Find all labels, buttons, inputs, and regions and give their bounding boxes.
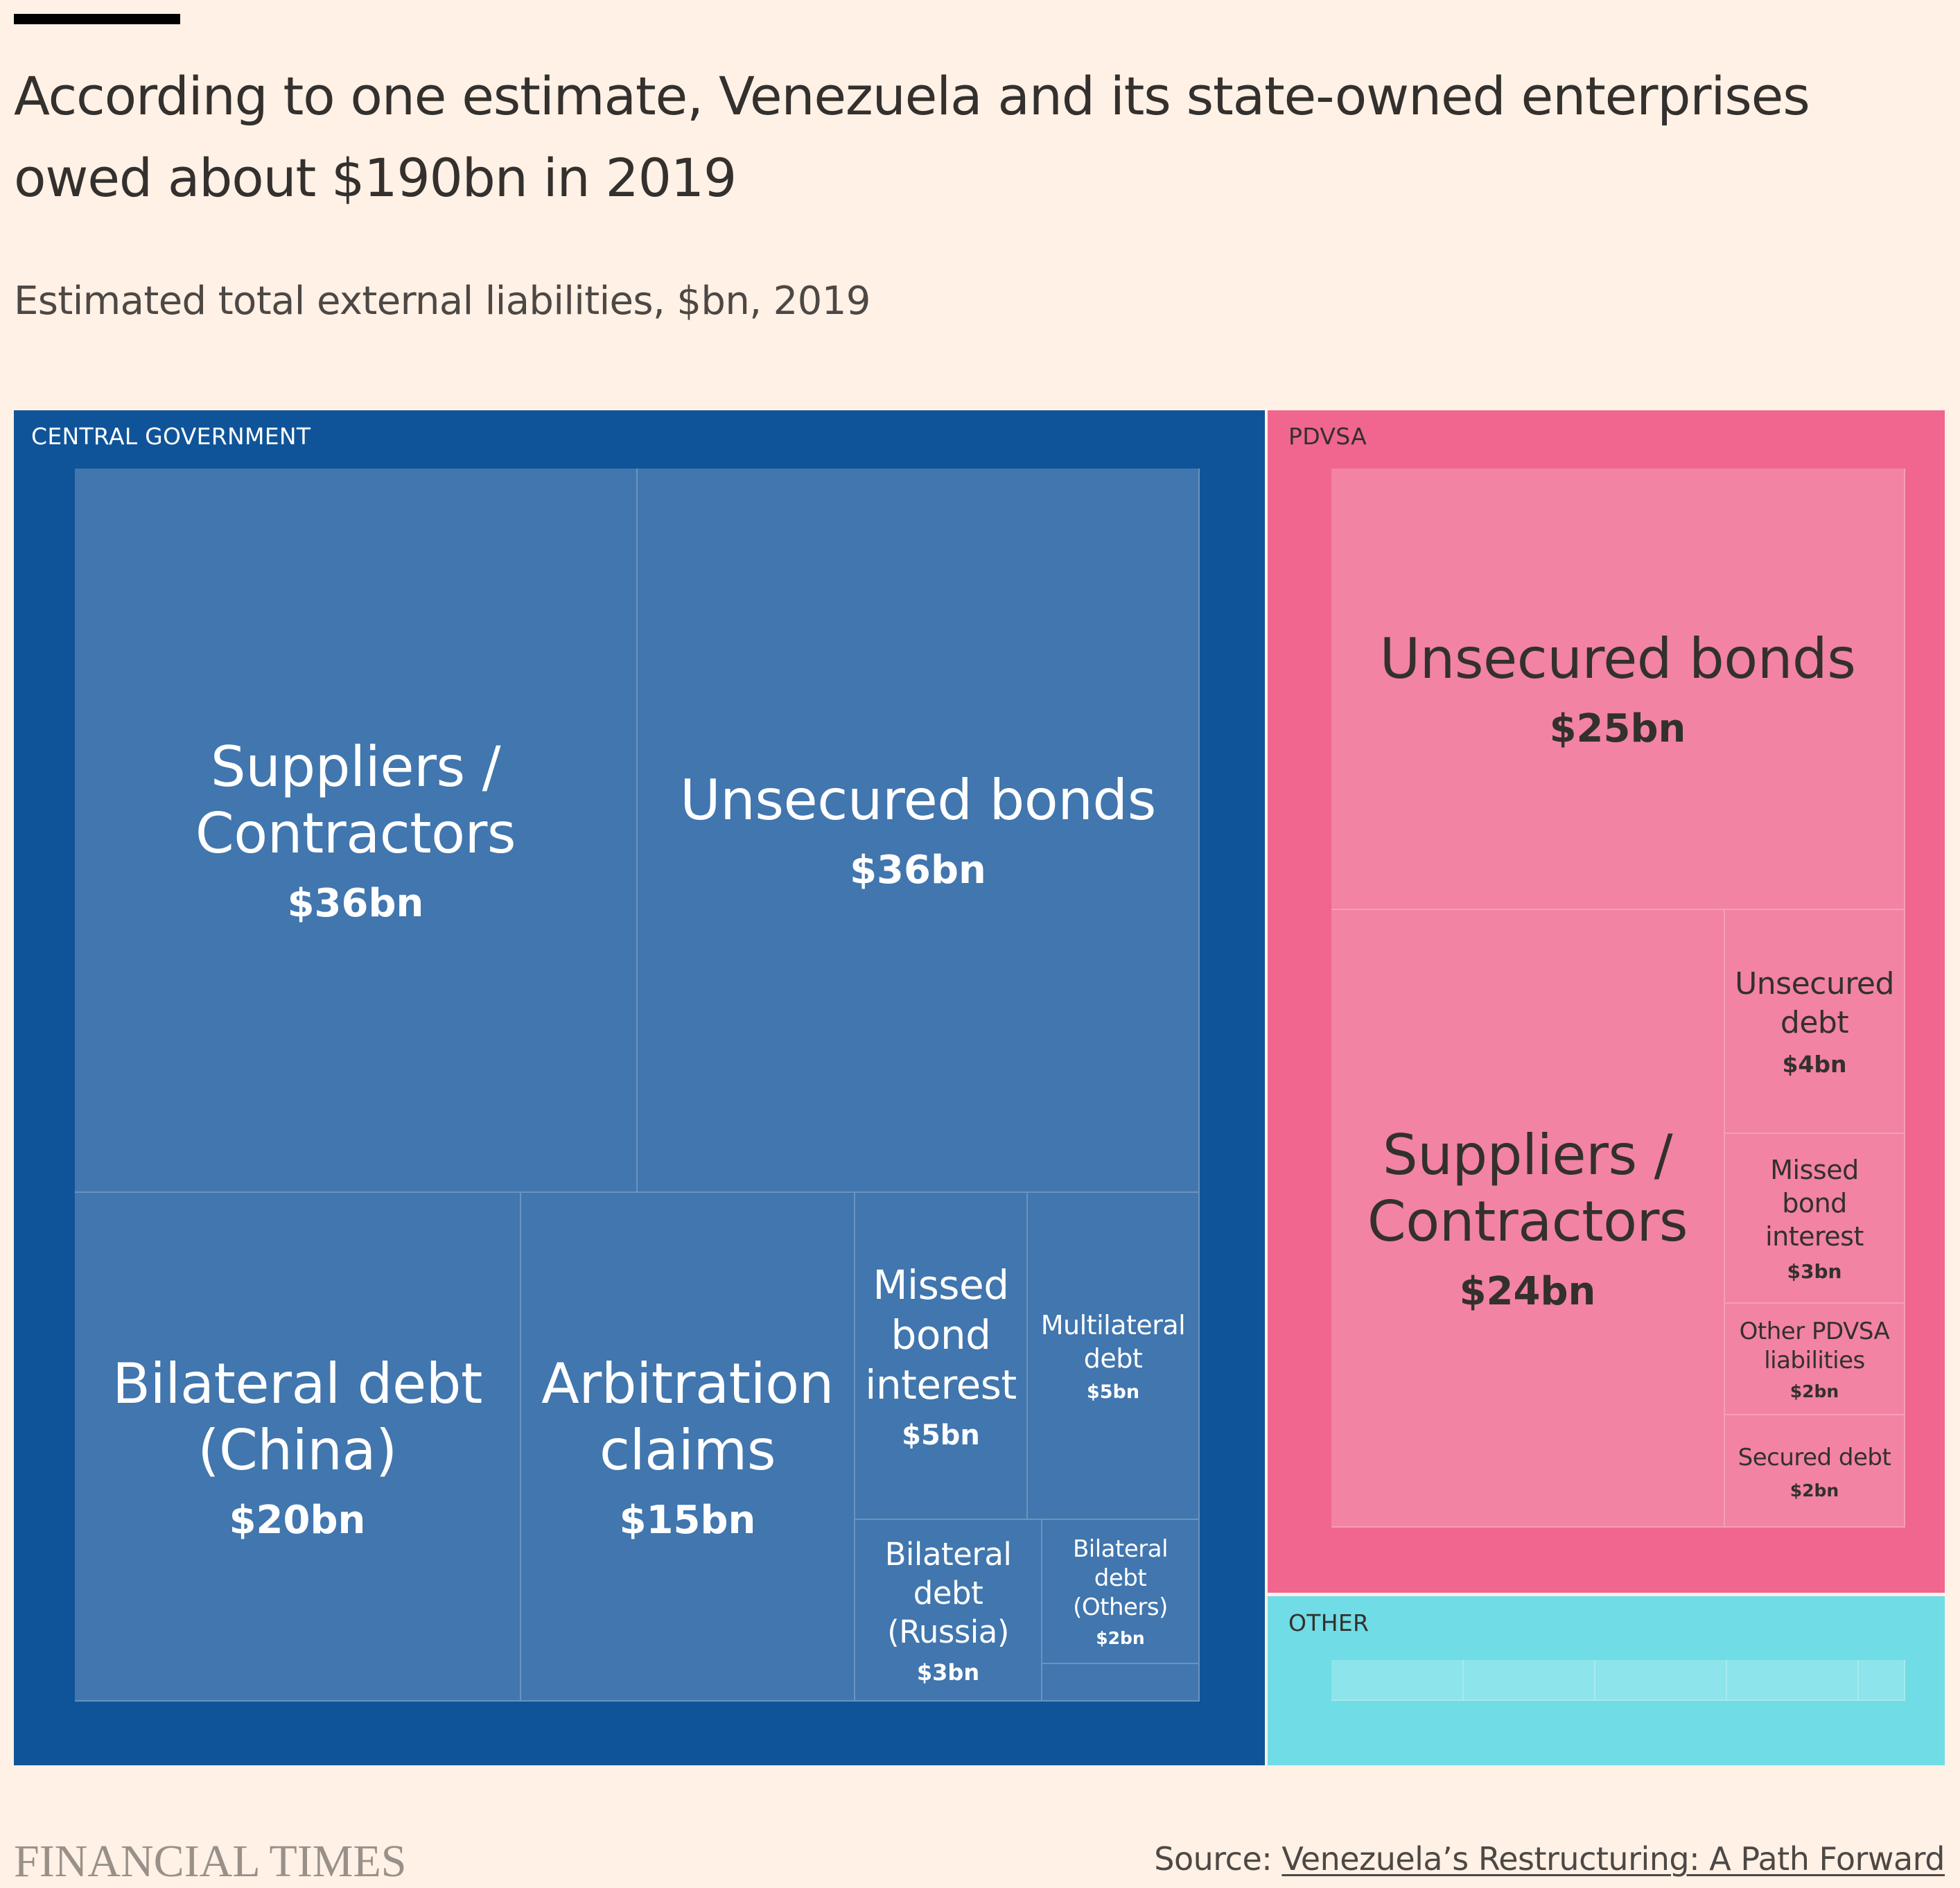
tile-label: Suppliers / Contractors (195, 735, 516, 866)
tile-value: $2bn (1790, 1480, 1839, 1501)
tile-value: $25bn (1549, 706, 1686, 751)
treemap-tile[interactable]: Secured debt $2bn (1725, 1415, 1905, 1528)
chart-title: According to one estimate, Venezuela and… (14, 65, 1810, 209)
treemap-tile[interactable]: Unsecured bonds $36bn (638, 469, 1200, 1193)
treemap-tile[interactable] (1859, 1660, 1905, 1701)
treemap-tile[interactable] (1331, 1660, 1464, 1701)
group-pdvsa: PDVSA Unsecured bonds $25bn Suppliers / Con… (1268, 410, 1945, 1593)
treemap-tile[interactable] (1595, 1660, 1727, 1701)
tile-label: Multilateral debt (1040, 1310, 1186, 1374)
tile-value: $2bn (1790, 1381, 1839, 1401)
source-note: Source: Venezuela’s Restructuring: A Pat… (1154, 1840, 1945, 1878)
tile-label: Bilateral debt (Others) (1072, 1535, 1169, 1621)
tile-value: $36bn (287, 881, 424, 926)
group-label: PDVSA (1288, 423, 1367, 450)
tile-label: Missed bond interest (1765, 1155, 1864, 1252)
treemap-tile[interactable]: Missed bond interest $5bn (855, 1193, 1028, 1520)
treemap-tile[interactable]: Suppliers / Contractors $24bn (1331, 910, 1725, 1528)
treemap-tile[interactable]: Arbitration claims $15bn (521, 1193, 855, 1702)
treemap-tile[interactable]: Bilateral debt (Russia) $3bn (855, 1520, 1042, 1702)
tile-value: $5bn (1086, 1381, 1140, 1403)
tile-value: $15bn (619, 1497, 756, 1543)
group-label: OTHER (1288, 1609, 1370, 1636)
tile-label: Unsecured bonds (1379, 627, 1856, 691)
treemap-tile[interactable]: Suppliers / Contractors $36bn (75, 469, 638, 1193)
tile-value: $5bn (902, 1419, 980, 1451)
group-other: OTHER (1268, 1596, 1945, 1765)
treemap-tile[interactable]: Unsecured debt $4bn (1725, 910, 1905, 1134)
tile-value: $4bn (1782, 1051, 1847, 1078)
ft-accent-bar (14, 14, 180, 24)
treemap-tile[interactable]: Unsecured bonds $25bn (1331, 469, 1905, 910)
treemap-tile[interactable] (1727, 1660, 1859, 1701)
tile-label: Other PDVSA liabilities (1739, 1317, 1890, 1374)
tile-value: $36bn (850, 848, 986, 893)
group-central-government: CENTRAL GOVERNMENT Suppliers / Contractor… (14, 410, 1265, 1765)
treemap-tile[interactable]: Bilateral debt (Others) $2bn (1042, 1520, 1200, 1664)
source-link[interactable]: Venezuela’s Restructuring: A Path Forwar… (1281, 1840, 1945, 1878)
treemap-tile[interactable]: Bilateral debt (China) $20bn (75, 1193, 521, 1702)
tile-label: Secured debt (1738, 1444, 1891, 1471)
treemap-tile[interactable] (1464, 1660, 1595, 1701)
chart-subtitle: Estimated total external liabilities, $b… (14, 279, 870, 324)
tile-label: Unsecured bonds (680, 768, 1156, 832)
tile-label: Arbitration claims (541, 1351, 834, 1483)
tile-label: Unsecured debt (1735, 966, 1894, 1040)
tile-value: $2bn (1096, 1628, 1145, 1648)
tile-label: Suppliers / Contractors (1367, 1123, 1688, 1254)
source-prefix: Source: (1154, 1840, 1282, 1878)
treemap-tile[interactable]: Missed bond interest $3bn (1725, 1134, 1905, 1304)
tile-value: $20bn (229, 1497, 366, 1543)
tile-label: Bilateral debt (Russia) (884, 1535, 1012, 1650)
tile-value: $3bn (916, 1659, 980, 1686)
tile-value: $24bn (1459, 1269, 1596, 1314)
group-label: CENTRAL GOVERNMENT (31, 423, 311, 450)
treemap-tile[interactable]: Other PDVSA liabilities $2bn (1725, 1304, 1905, 1415)
ft-logo: FINANCIAL TIMES (14, 1836, 407, 1887)
tile-label: Missed bond interest (865, 1261, 1017, 1408)
treemap-tile[interactable]: Multilateral debt $5bn (1028, 1193, 1200, 1520)
tile-value: $3bn (1787, 1260, 1842, 1283)
tile-label: Bilateral debt (China) (112, 1351, 482, 1483)
treemap-tile[interactable] (1042, 1664, 1200, 1702)
